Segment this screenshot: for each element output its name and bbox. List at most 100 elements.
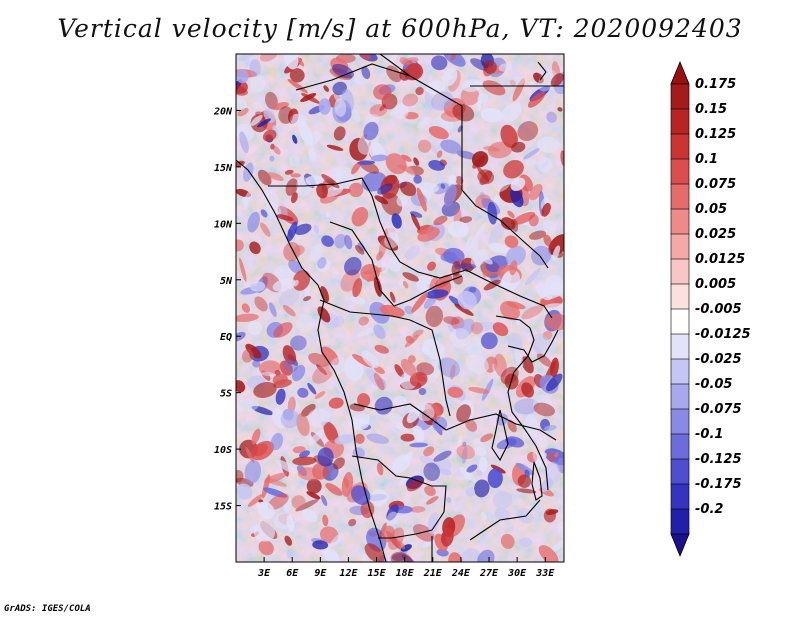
colorbar-swatch [670,483,690,510]
velocity-cell [413,175,423,184]
colorbar-label: -0.175 [695,477,742,492]
lat-tick-label: 10S [214,445,232,456]
lon-tick-label: 21E [423,568,443,579]
velocity-cell [271,102,289,111]
velocity-cell [537,157,553,173]
velocity-cell [480,107,504,123]
colorbar-label: 0.005 [695,277,736,292]
velocity-cell [292,134,298,144]
velocity-cell [456,444,476,460]
velocity-cell [533,72,544,84]
colorbar-swatch [670,433,690,460]
velocity-cell [480,433,493,443]
velocity-cell [251,405,274,416]
velocity-cell [278,106,294,124]
velocity-cell [241,196,250,207]
velocity-cell [440,139,462,154]
velocity-cell [312,363,334,384]
velocity-cell [348,518,357,527]
velocity-cell [354,244,365,255]
velocity-cell [243,162,254,182]
velocity-cell [316,364,328,375]
velocity-cell [261,189,280,207]
velocity-cell [381,261,389,274]
velocity-cell [373,84,392,101]
velocity-cell [389,54,401,65]
velocity-cell [393,395,407,406]
velocity-cell [350,296,366,305]
velocity-cell [257,118,271,128]
velocity-cell [549,281,564,297]
velocity-cell [443,184,457,207]
velocity-cell [282,305,296,317]
velocity-cell [415,86,424,96]
velocity-cell [379,304,405,318]
velocity-cell [290,335,307,351]
colorbar-swatch [670,458,690,485]
velocity-cell [468,387,490,394]
colorbar-swatch [670,333,690,360]
velocity-cell [465,487,476,497]
velocity-cell [524,469,530,478]
velocity-cell [532,394,553,414]
velocity-cell [351,206,369,227]
velocity-cell [530,333,549,353]
velocity-cell [303,296,312,302]
velocity-cell [476,470,483,477]
velocity-cell [431,91,454,111]
velocity-cell [357,160,375,165]
velocity-cell [344,256,362,276]
lake-victoria [507,329,559,363]
lon-tick-label: 33E [535,568,555,579]
velocity-cell [536,353,552,367]
velocity-cell [391,213,402,229]
velocity-cell [418,387,427,396]
lon-tick-label: 18E [396,568,415,579]
velocity-cell [332,81,347,96]
colorbar-label: 0.05 [695,202,727,217]
velocity-cell [465,236,479,256]
velocity-cell [306,478,322,494]
velocity-cell [250,281,266,292]
longitude-axis: 3E 6E 9E 12E 15E 18E 21E 24E 27E 30E 33E [257,557,555,579]
border-egypt-sudan [379,54,564,87]
velocity-cell [328,397,344,409]
velocity-cell [390,551,413,562]
velocity-cell [525,158,536,168]
velocity-cell [313,224,320,234]
velocity-cell [361,553,371,562]
velocity-cell [509,260,518,276]
velocity-cell [483,279,501,291]
velocity-cell [492,322,509,337]
velocity-cell [366,433,390,444]
velocity-cell [500,301,520,321]
velocity-cell [540,477,554,492]
velocity-cell [456,404,472,423]
velocity-cell [278,288,300,308]
velocity-cell [514,347,524,367]
velocity-cell [306,491,321,500]
velocity-cell [334,233,347,249]
velocity-cell [440,74,454,81]
velocity-cell [554,452,559,458]
velocity-cell [544,303,564,312]
velocity-cell [245,343,262,359]
velocity-cell [290,113,307,127]
velocity-cell [404,245,421,260]
velocity-cell [517,121,539,142]
colorbar-swatch [670,508,690,535]
velocity-cell [441,528,454,547]
velocity-cell [411,292,429,313]
velocity-cell [447,220,469,238]
velocity-cell [283,54,299,70]
velocity-cell [333,457,345,470]
velocity-cell [414,402,435,422]
velocity-cell [245,447,255,464]
velocity-cell [351,108,361,123]
velocity-cell [405,335,415,344]
velocity-cell [433,450,452,462]
velocity-cell [399,56,410,66]
velocity-cell [332,63,354,79]
velocity-cell [446,497,452,504]
velocity-cell [290,192,298,204]
